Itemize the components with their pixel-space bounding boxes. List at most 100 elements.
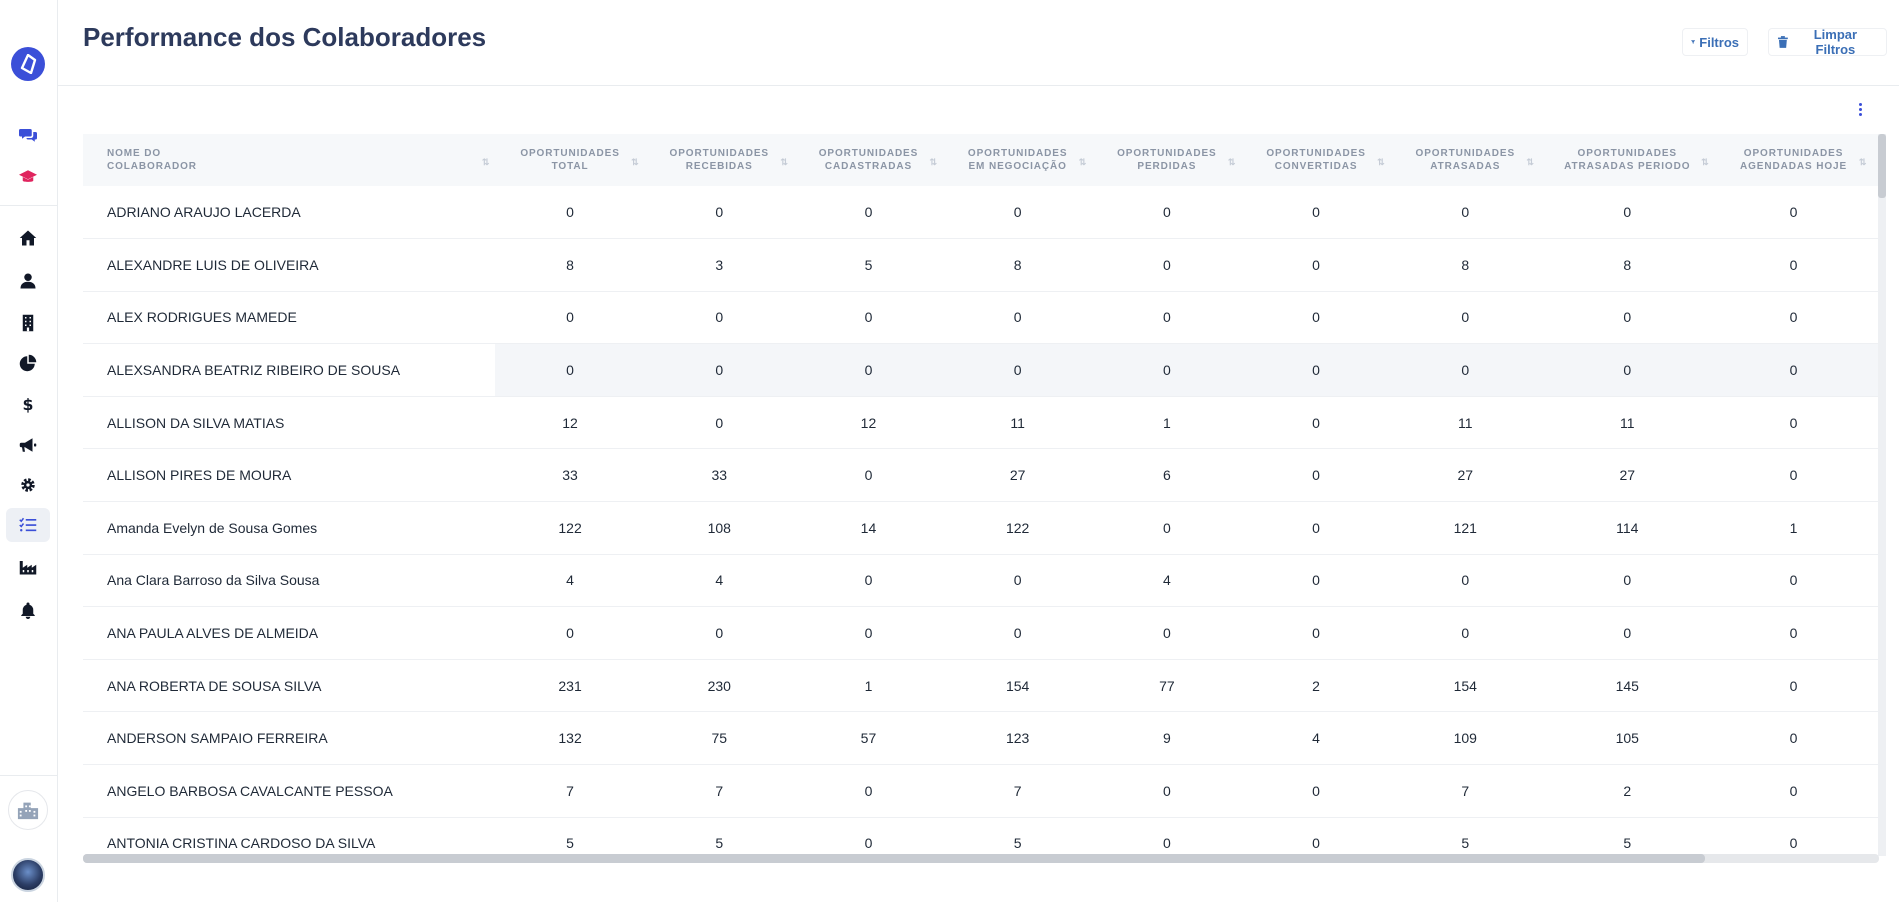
metric-cell: 0 [1872,343,1879,397]
column-header[interactable]: OPORTUNIDADES EM NEGOCIAÇÃO ⇅ [943,134,1093,186]
sort-icon[interactable]: ⇅ [631,157,639,167]
column-header[interactable]: OPORTUNIDADES TOTAL ⇅ [495,134,645,186]
metric-cell: 2 [1241,659,1391,713]
clear-filters-button[interactable]: Limpar Filtros [1768,27,1887,57]
metric-cell: 0 [1872,764,1879,818]
sidebar-item-performance[interactable] [6,508,50,542]
sort-icon[interactable]: ⇅ [929,157,938,167]
sort-icon[interactable]: ⇅ [1858,157,1867,167]
column-header[interactable]: OPORTUNIDADES CADASTRADAS ⇅ [793,134,944,186]
sidebar-item-courses[interactable] [6,160,50,194]
metric-cell: 231 [495,659,645,713]
employee-name-cell: Ana Clara Barroso da Silva Sousa [83,554,496,608]
metric-cell: 0 [1714,606,1873,660]
table-row[interactable]: ALLISON PIRES DE MOURA333302760272700 [83,448,1879,503]
metric-cell: 5 [1390,817,1540,856]
table-row[interactable]: ANA PAULA ALVES DE ALMEIDA0000000000 [83,606,1879,660]
column-header[interactable]: OPORTUNIDADES ATRASADAS PERIODO ⇅ [1539,134,1715,186]
metric-cell: 0 [1390,186,1540,240]
sort-icon[interactable]: ⇅ [1526,157,1534,167]
metric-cell: 0 [1241,606,1391,660]
sidebar-item-chat[interactable] [6,118,50,152]
building-icon [22,314,34,332]
table-row[interactable]: ADRIANO ARAUJO LACERDA0000000000 [83,186,1879,240]
metric-cell: 0 [495,606,645,660]
column-header[interactable]: OPORTUNIDADES CONVERTIDAS ⇅ [1241,134,1391,186]
sidebar-item-settings[interactable] [6,468,50,502]
metric-cell: 5 [1539,817,1715,856]
metric-cell: 0 [1714,659,1873,713]
table-row[interactable]: Amanda Evelyn de Sousa Gomes 122 108 14 122 0… [83,501,1879,555]
table-row[interactable]: ANGELO BARBOSA CAVALCANTE PESSOA 7 7 0 7 0 0 7 2… [83,764,1879,818]
metric-cell: 0 [1092,501,1242,555]
metric-cell: 12 [793,396,944,450]
column-header[interactable]: OPORTUNIDADES RECEBIDAS ⇅ [644,134,794,186]
column-header-name[interactable]: NOME DO COLABORADOR ⇅ [83,134,496,186]
metric-cell: 5 [495,817,645,856]
metric-cell: 0 [793,817,944,856]
user-avatar[interactable] [11,858,45,892]
metric-cell: 114 [1539,501,1715,555]
column-header[interactable]: OPORTUNIDADES PERDIDAS ⇅ [1092,134,1242,186]
sidebar-item-industry[interactable] [6,550,50,584]
metric-cell: 8 [1539,238,1715,292]
sidebar-item-companies[interactable] [6,306,50,340]
vertical-scrollbar[interactable] [1878,134,1886,856]
table-row[interactable]: ALEXSANDRA BEATRIZ RIBEIRO DE SOUSA 0 0 0 0 0… [83,343,1879,397]
metric-cell: 0 [1872,238,1879,292]
column-header-label: OPORTUNIDADES TOTAL [520,148,620,172]
sidebar-item-marketing[interactable] [6,428,50,462]
more-options-button[interactable] [1853,99,1867,119]
sidebar-item-home[interactable] [6,221,50,255]
scrollbar-thumb[interactable] [83,854,1705,863]
app-logo[interactable] [11,47,45,81]
metric-cell: 0 [1092,291,1242,345]
employee-name-cell: ANDERSON SAMPAIO FERREIRA [83,711,496,766]
column-header-label: OPORTUNIDADES RECEBIDAS [669,148,769,172]
sort-icon[interactable]: ⇅ [1078,157,1087,167]
table-row[interactable]: ANTONIA CRISTINA CARDOSO DA SILVA 5 5 0 5 0 0 5… [83,817,1879,856]
employee-name-cell: ANGELO BARBOSA CAVALCANTE PESSOA [83,764,496,818]
home-icon [19,230,37,246]
metric-cell: 0 [1539,291,1715,345]
table-row[interactable]: ALLISON DA SILVA MATIAS120121110111100 [83,396,1879,450]
column-header[interactable]: OPORTUNIDADES AGENDADAS HOJE ⇅ [1714,134,1873,186]
employee-name-cell: ALEXSANDRA BEATRIZ RIBEIRO DE SOUSA [83,343,496,397]
sidebar-item-users[interactable] [6,264,50,298]
clear-filters-button-label: Limpar Filtros [1813,27,1858,57]
filters-button[interactable]: Filtros [1682,28,1748,56]
column-header[interactable]: OPORTUNIDADES AGENDADAS AMANHÃ⇅ [1872,134,1879,186]
sort-icon[interactable]: ⇅ [481,157,490,167]
metric-cell: 11 [1390,396,1540,450]
sidebar-item-reports[interactable] [6,346,50,380]
sort-icon[interactable]: ⇅ [1227,157,1236,167]
table-row[interactable]: ANDERSON SAMPAIO FERREIRA 132 75 57 123 9 4 109… [83,711,1879,766]
metric-cell: 0 [644,343,794,397]
metric-cell: 0 [1539,343,1715,397]
metric-cell: 0 [1241,817,1391,856]
industry-icon [19,561,37,575]
metric-cell: 108 [644,501,794,555]
horizontal-scrollbar[interactable] [83,854,1879,863]
sort-icon[interactable]: ⇅ [780,157,788,167]
sidebar-item-notifications[interactable] [6,593,50,627]
table-row[interactable]: ALEX RODRIGUES MAMEDE0000000000 [83,291,1879,345]
metric-cell: 0 [1390,291,1540,345]
metric-cell: 0 [644,186,794,240]
table-row[interactable]: Ana Clara Barroso da Silva Sousa 4 4 0 0 4 0 0 0… [83,554,1879,608]
scrollbar-thumb[interactable] [1878,134,1886,198]
sort-icon[interactable]: ⇅ [1377,157,1385,167]
table-row[interactable]: ANA ROBERTA DE SOUSA SILVA 231 230 1 154 77 2 1… [83,659,1879,713]
metric-cell: 7 [495,764,645,818]
sidebar: $ [0,0,58,902]
metric-cell: 0 [1872,186,1879,240]
column-header[interactable]: OPORTUNIDADES ATRASADAS ⇅ [1390,134,1540,186]
company-switcher[interactable] [8,790,48,830]
metric-cell: 33 [644,448,794,503]
metric-cell: 4 [495,554,645,608]
column-header-label: OPORTUNIDADES PERDIDAS [1117,148,1217,172]
table-row[interactable]: ALEXANDRE LUIS DE OLIVEIRA8358008800 [83,238,1879,292]
sidebar-item-finance[interactable]: $ [6,387,50,421]
metric-cell: 0 [1714,711,1873,766]
sort-icon[interactable]: ⇅ [1701,157,1709,167]
